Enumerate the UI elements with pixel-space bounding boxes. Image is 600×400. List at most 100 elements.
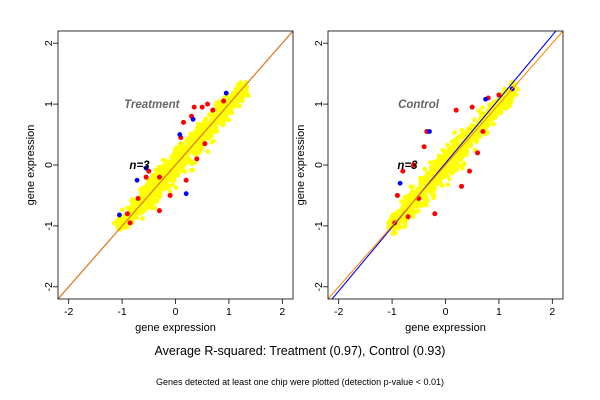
cloud-point [213, 102, 219, 107]
cloud-point [473, 132, 478, 138]
cloud-point [413, 199, 419, 205]
cloud-point [394, 210, 400, 215]
cloud-point [229, 110, 234, 115]
sample-size-label: n=3 [397, 160, 418, 172]
cloud-point [149, 205, 155, 211]
cloud-point [209, 140, 214, 145]
cloud-point [224, 117, 229, 122]
cloud-point [445, 142, 450, 148]
cloud-point [450, 162, 455, 167]
cloud-point [171, 152, 176, 158]
cloud-point [405, 194, 411, 199]
cloud-point [451, 150, 456, 155]
cloud-point [180, 164, 185, 169]
blue-point [223, 90, 229, 96]
cloud-point [403, 222, 408, 227]
y-tick-label: 2 [313, 40, 325, 46]
cloud-point [460, 134, 465, 140]
x-tick-label: 1 [496, 306, 502, 318]
red-point [405, 214, 411, 220]
cloud-point [502, 105, 507, 111]
cloud-point [219, 120, 225, 125]
cloud-point [507, 103, 512, 109]
cloud-point [430, 171, 436, 177]
cloud-point [480, 105, 485, 110]
cloud-point [127, 206, 133, 211]
cloud-point [511, 90, 516, 96]
red-point [183, 177, 189, 183]
reference-line-orange [58, 31, 293, 299]
x-tick-label: 1 [226, 306, 232, 318]
red-point [221, 98, 227, 104]
sample-size-label: n=3 [129, 160, 150, 172]
reference-line-blue [331, 31, 557, 299]
red-point [394, 192, 400, 198]
x-tick-label: 0 [443, 306, 449, 318]
cloud-point [505, 96, 510, 102]
red-point [205, 101, 211, 107]
y-tick-label: 2 [43, 40, 55, 46]
figure-caption: Average R-squared: Treatment (0.97), Con… [154, 344, 446, 358]
cloud-point [189, 131, 194, 137]
red-point [467, 168, 473, 174]
cloud-point [493, 113, 499, 118]
red-point [124, 211, 130, 217]
red-point [199, 104, 205, 110]
cloud-point [454, 141, 460, 146]
cloud-point [214, 128, 220, 134]
cloud-point [424, 195, 429, 200]
red-point [194, 156, 200, 162]
cloud-point [453, 160, 459, 165]
cloud-point [402, 218, 408, 224]
cloud-point [205, 149, 210, 154]
y-tick-label: -2 [43, 282, 55, 291]
cloud-point [204, 120, 210, 126]
cloud-point [187, 159, 192, 164]
cloud-point [491, 121, 496, 127]
y-tick-label: -1 [313, 221, 325, 230]
cloud-point [208, 128, 213, 134]
red-point [459, 183, 465, 189]
blue-point [183, 191, 189, 197]
cloud-point [172, 178, 177, 183]
blue-point [177, 132, 183, 137]
cloud-point [397, 224, 403, 230]
x-tick-label: 0 [173, 306, 179, 318]
cloud-point [139, 209, 144, 214]
cloud-point [474, 139, 479, 144]
cloud-point [415, 208, 421, 213]
cloud-point [155, 190, 160, 196]
cloud-point [436, 153, 442, 159]
cloud-point [153, 168, 159, 173]
x-tick-label: -1 [117, 306, 126, 318]
cloud-point [472, 117, 477, 123]
cloud-point [242, 89, 248, 95]
cloud-point [409, 189, 415, 194]
cloud-point [436, 162, 441, 167]
cloud-point [142, 192, 148, 197]
cloud-point [163, 180, 168, 186]
cloud-point [408, 184, 414, 189]
cloud-point [415, 191, 420, 196]
cloud-point [443, 149, 448, 154]
cloud-point [487, 102, 492, 108]
cloud-point [211, 122, 217, 128]
cloud-point [390, 231, 396, 236]
figure-subcaption: Genes detected at least one chip were pl… [156, 377, 444, 387]
cloud-point [496, 106, 502, 112]
plot-area [328, 31, 563, 299]
cloud-point [447, 176, 452, 182]
cloud-point [173, 185, 179, 190]
cloud-point [197, 148, 203, 153]
cloud-point [162, 186, 167, 192]
cloud-point [439, 183, 445, 188]
cloud-point [445, 182, 451, 187]
y-tick-label: 1 [43, 101, 55, 107]
cloud-point [459, 140, 465, 145]
y-tick-label: -2 [313, 282, 325, 291]
cloud-point [192, 160, 198, 166]
cloud-point [115, 220, 120, 225]
cloud-point [401, 200, 407, 205]
cloud-point [165, 166, 170, 171]
